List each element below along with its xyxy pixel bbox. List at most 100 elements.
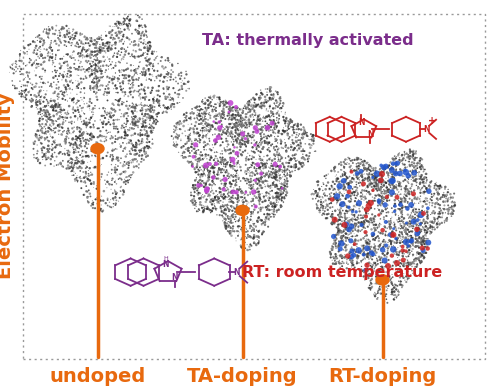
Point [343, 256, 351, 262]
Point [394, 152, 402, 158]
Point [135, 138, 143, 144]
Point [409, 201, 417, 208]
Point [254, 185, 262, 191]
Point [248, 149, 256, 155]
Point [98, 133, 106, 139]
Point [346, 255, 354, 261]
Point [268, 120, 276, 126]
Point [71, 157, 79, 164]
Point [388, 164, 396, 170]
Point [313, 193, 321, 199]
Point [103, 92, 111, 98]
Point [33, 61, 41, 67]
Point [62, 97, 70, 103]
Point [220, 216, 228, 222]
Point [267, 117, 275, 123]
Point [359, 176, 367, 183]
Point [41, 107, 49, 113]
Point [124, 51, 132, 57]
Point [48, 48, 56, 54]
Point [328, 196, 336, 203]
Point [49, 122, 57, 128]
Point [61, 137, 69, 143]
Point [190, 189, 198, 195]
Point [368, 256, 376, 262]
Point [45, 149, 53, 155]
Point [196, 159, 203, 165]
Point [88, 36, 96, 42]
Point [412, 176, 420, 183]
Point [50, 90, 58, 96]
Point [428, 223, 436, 230]
Point [333, 259, 341, 265]
Point [92, 40, 100, 46]
Point [229, 228, 237, 234]
Point [16, 71, 24, 78]
Point [316, 209, 324, 215]
Point [386, 275, 394, 281]
Point [286, 157, 294, 163]
Point [140, 84, 148, 90]
Point [266, 105, 274, 111]
Point [377, 170, 385, 176]
Point [156, 93, 164, 100]
Point [250, 124, 258, 130]
Point [135, 93, 143, 99]
Point [414, 220, 422, 226]
Point [442, 217, 450, 223]
Point [124, 178, 132, 184]
Point [258, 118, 266, 124]
Point [392, 246, 400, 252]
Point [368, 198, 376, 205]
Point [220, 113, 228, 120]
Point [344, 182, 352, 188]
Point [376, 209, 384, 215]
Point [87, 129, 95, 135]
Point [358, 242, 366, 248]
Point [342, 195, 349, 201]
Point [68, 29, 76, 35]
Point [336, 213, 344, 220]
Point [115, 29, 123, 35]
Point [280, 168, 288, 174]
Point [73, 161, 81, 168]
Point [360, 222, 368, 228]
Point [212, 188, 220, 194]
Point [74, 85, 82, 91]
Point [136, 87, 143, 93]
Point [400, 204, 407, 210]
Point [317, 196, 325, 203]
Point [50, 125, 58, 132]
Point [255, 205, 263, 211]
Point [328, 184, 336, 190]
Point [408, 210, 416, 216]
Point [252, 104, 260, 110]
Point [292, 161, 300, 168]
Point [450, 208, 458, 214]
Point [74, 82, 82, 88]
Point [247, 211, 255, 217]
Point [352, 247, 360, 253]
Point [338, 218, 346, 224]
Point [444, 202, 452, 208]
Point [184, 79, 192, 85]
Point [32, 93, 40, 100]
Point [226, 162, 234, 168]
Point [250, 189, 258, 195]
Point [24, 89, 32, 95]
Point [97, 206, 105, 212]
Point [142, 130, 150, 137]
Point [90, 134, 98, 140]
Point [198, 130, 206, 136]
Point [80, 192, 88, 198]
Point [286, 119, 294, 125]
Point [326, 251, 334, 257]
Point [224, 194, 232, 200]
Point [336, 185, 344, 191]
Point [78, 143, 86, 149]
Point [276, 175, 284, 181]
Point [82, 120, 90, 127]
Point [444, 196, 452, 202]
Point [113, 154, 121, 161]
Point [152, 121, 160, 127]
